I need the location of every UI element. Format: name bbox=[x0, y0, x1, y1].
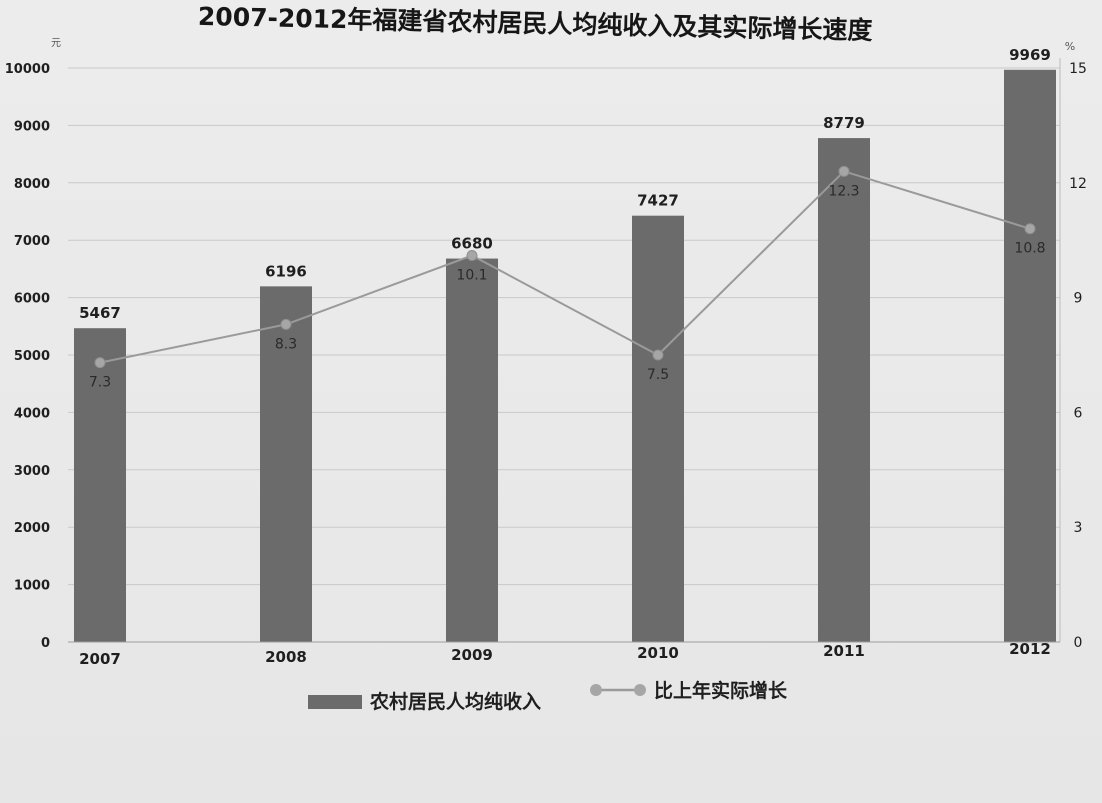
bar bbox=[632, 215, 684, 643]
x-tick-label: 2008 bbox=[265, 648, 307, 666]
left-tick-label: 0 bbox=[41, 636, 50, 651]
left-tick-label: 7000 bbox=[14, 234, 50, 249]
bar bbox=[818, 138, 870, 643]
left-tick-label: 9000 bbox=[14, 119, 50, 134]
line-value-label: 8.3 bbox=[275, 336, 297, 352]
chart-title: 2007-2012年福建省农村居民人均纯收入及其实际增长速度 bbox=[198, 2, 873, 45]
left-tick-label: 3000 bbox=[14, 464, 50, 479]
line-point bbox=[466, 250, 478, 262]
line-point bbox=[652, 349, 664, 361]
legend-bar-swatch bbox=[308, 695, 362, 709]
line-series: 7.3 8.3 10.1 7.5 12.3 10.8 bbox=[89, 165, 1046, 391]
line-value-label: 7.5 bbox=[647, 367, 669, 383]
x-tick-label: 2010 bbox=[637, 644, 679, 662]
line-value-label: 10.8 bbox=[1014, 241, 1045, 257]
legend-bar-label: 农村居民人均纯收入 bbox=[369, 690, 541, 713]
growth-line bbox=[99, 170, 1031, 364]
x-tick-label: 2011 bbox=[823, 642, 865, 660]
x-tick-label: 2009 bbox=[451, 646, 493, 664]
x-tick-label: 2007 bbox=[79, 650, 121, 668]
x-axis: 2007 2008 2009 2010 2011 2012 bbox=[68, 640, 1060, 668]
line-point bbox=[838, 165, 850, 177]
right-tick-label: 6 bbox=[1074, 405, 1083, 421]
line-point bbox=[94, 357, 106, 369]
right-tick-label: 12 bbox=[1069, 176, 1087, 192]
left-tick-label: 4000 bbox=[14, 406, 50, 421]
right-axis-unit: % bbox=[1065, 40, 1075, 53]
left-tick-label: 10000 bbox=[5, 62, 50, 77]
legend-line-marker bbox=[590, 684, 602, 696]
line-point bbox=[1024, 223, 1036, 235]
bar bbox=[1004, 69, 1056, 642]
bar bbox=[74, 328, 126, 642]
legend-line-marker bbox=[634, 684, 646, 696]
bar-value-label: 5467 bbox=[79, 304, 121, 322]
right-axis: % 0 3 6 9 12 15 bbox=[1059, 40, 1087, 651]
left-tick-label: 8000 bbox=[14, 177, 50, 192]
x-tick-label: 2012 bbox=[1009, 640, 1051, 658]
left-axis: 元 0 1000 2000 3000 4000 5000 6000 7000 8000 9000 10… bbox=[5, 38, 61, 651]
line-value-label: 12.3 bbox=[828, 183, 859, 199]
left-tick-label: 5000 bbox=[14, 349, 50, 364]
line-value-label: 7.3 bbox=[89, 375, 111, 391]
line-value-label: 10.1 bbox=[456, 268, 487, 284]
legend-line-label: 比上年实际增长 bbox=[654, 679, 788, 702]
right-tick-label: 0 bbox=[1074, 635, 1083, 651]
bar-value-label: 9969 bbox=[1009, 46, 1051, 64]
legend: 农村居民人均纯收入 比上年实际增长 bbox=[308, 679, 788, 713]
left-tick-label: 6000 bbox=[14, 292, 50, 307]
left-tick-label: 1000 bbox=[14, 579, 50, 594]
right-tick-label: 3 bbox=[1074, 520, 1083, 536]
gridlines bbox=[68, 67, 1060, 586]
bar-series: 5467 6196 6680 7427 8779 9969 bbox=[74, 46, 1056, 643]
bar-value-label: 6680 bbox=[451, 235, 493, 253]
left-tick-label: 2000 bbox=[14, 521, 50, 536]
left-axis-unit: 元 bbox=[51, 38, 61, 49]
bar-value-label: 8779 bbox=[823, 114, 865, 132]
bar bbox=[260, 286, 312, 642]
bar-value-label: 6196 bbox=[265, 262, 307, 280]
right-tick-label: 9 bbox=[1074, 291, 1083, 307]
bar bbox=[446, 258, 498, 642]
line-point bbox=[280, 318, 292, 330]
right-tick-label: 15 bbox=[1069, 61, 1087, 77]
bar-value-label: 7427 bbox=[637, 192, 679, 210]
